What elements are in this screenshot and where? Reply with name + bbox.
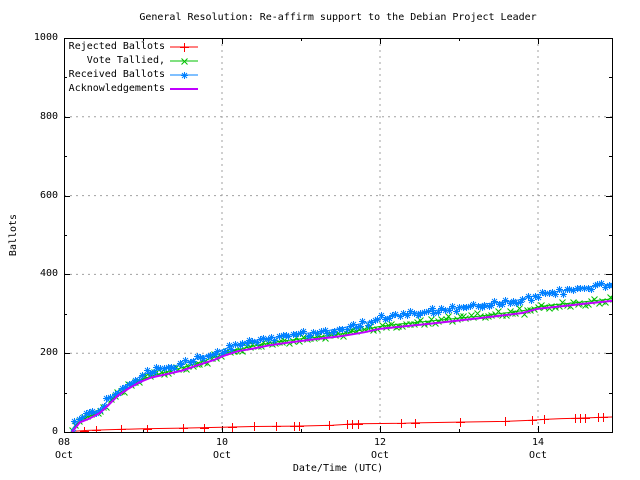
y-axis-label: Ballots [8, 213, 19, 257]
y-tick-label: 1000 [33, 32, 58, 43]
x-tick-label-day: 08 [57, 437, 71, 448]
series-line-1 [71, 298, 612, 432]
legend-sample-marker-2 [181, 72, 188, 79]
x-tick-label-day: 10 [215, 437, 229, 448]
x-axis-label: Date/Time (UTC) [292, 463, 384, 474]
series-line-2 [71, 283, 612, 431]
x-tick-label-day: 14 [531, 437, 545, 448]
x-tick-label-month: Oct [54, 450, 74, 461]
y-tick-label: 600 [39, 190, 58, 201]
legend-label-0: Rejected Ballots [68, 41, 165, 52]
chart-title: General Resolution: Re-affirm support to… [139, 12, 537, 23]
x-tick-label-month: Oct [212, 450, 232, 461]
legend-label-3: Acknowledgements [68, 83, 165, 94]
x-tick-label-month: Oct [528, 450, 548, 461]
x-tick-label-month: Oct [370, 450, 390, 461]
series-markers-1 [69, 294, 612, 432]
series-group [69, 280, 612, 432]
series-line-0 [73, 416, 612, 432]
series-markers-0 [80, 413, 608, 432]
legend-label-2: Received Ballots [68, 69, 165, 80]
y-tick-label: 0 [51, 426, 58, 437]
y-tick-label: 200 [39, 347, 58, 358]
legend-label-1: Vote Tallied, [86, 55, 165, 66]
y-tick-label: 400 [39, 268, 58, 279]
series-line-3 [71, 299, 612, 432]
y-tick-label: 800 [39, 111, 58, 122]
legend-sample-marker-0 [180, 43, 189, 52]
series-markers-2 [70, 280, 612, 432]
legend-sample-marker-1 [181, 58, 188, 65]
axis-ticks [64, 38, 612, 433]
x-tick-label-day: 12 [373, 437, 387, 448]
